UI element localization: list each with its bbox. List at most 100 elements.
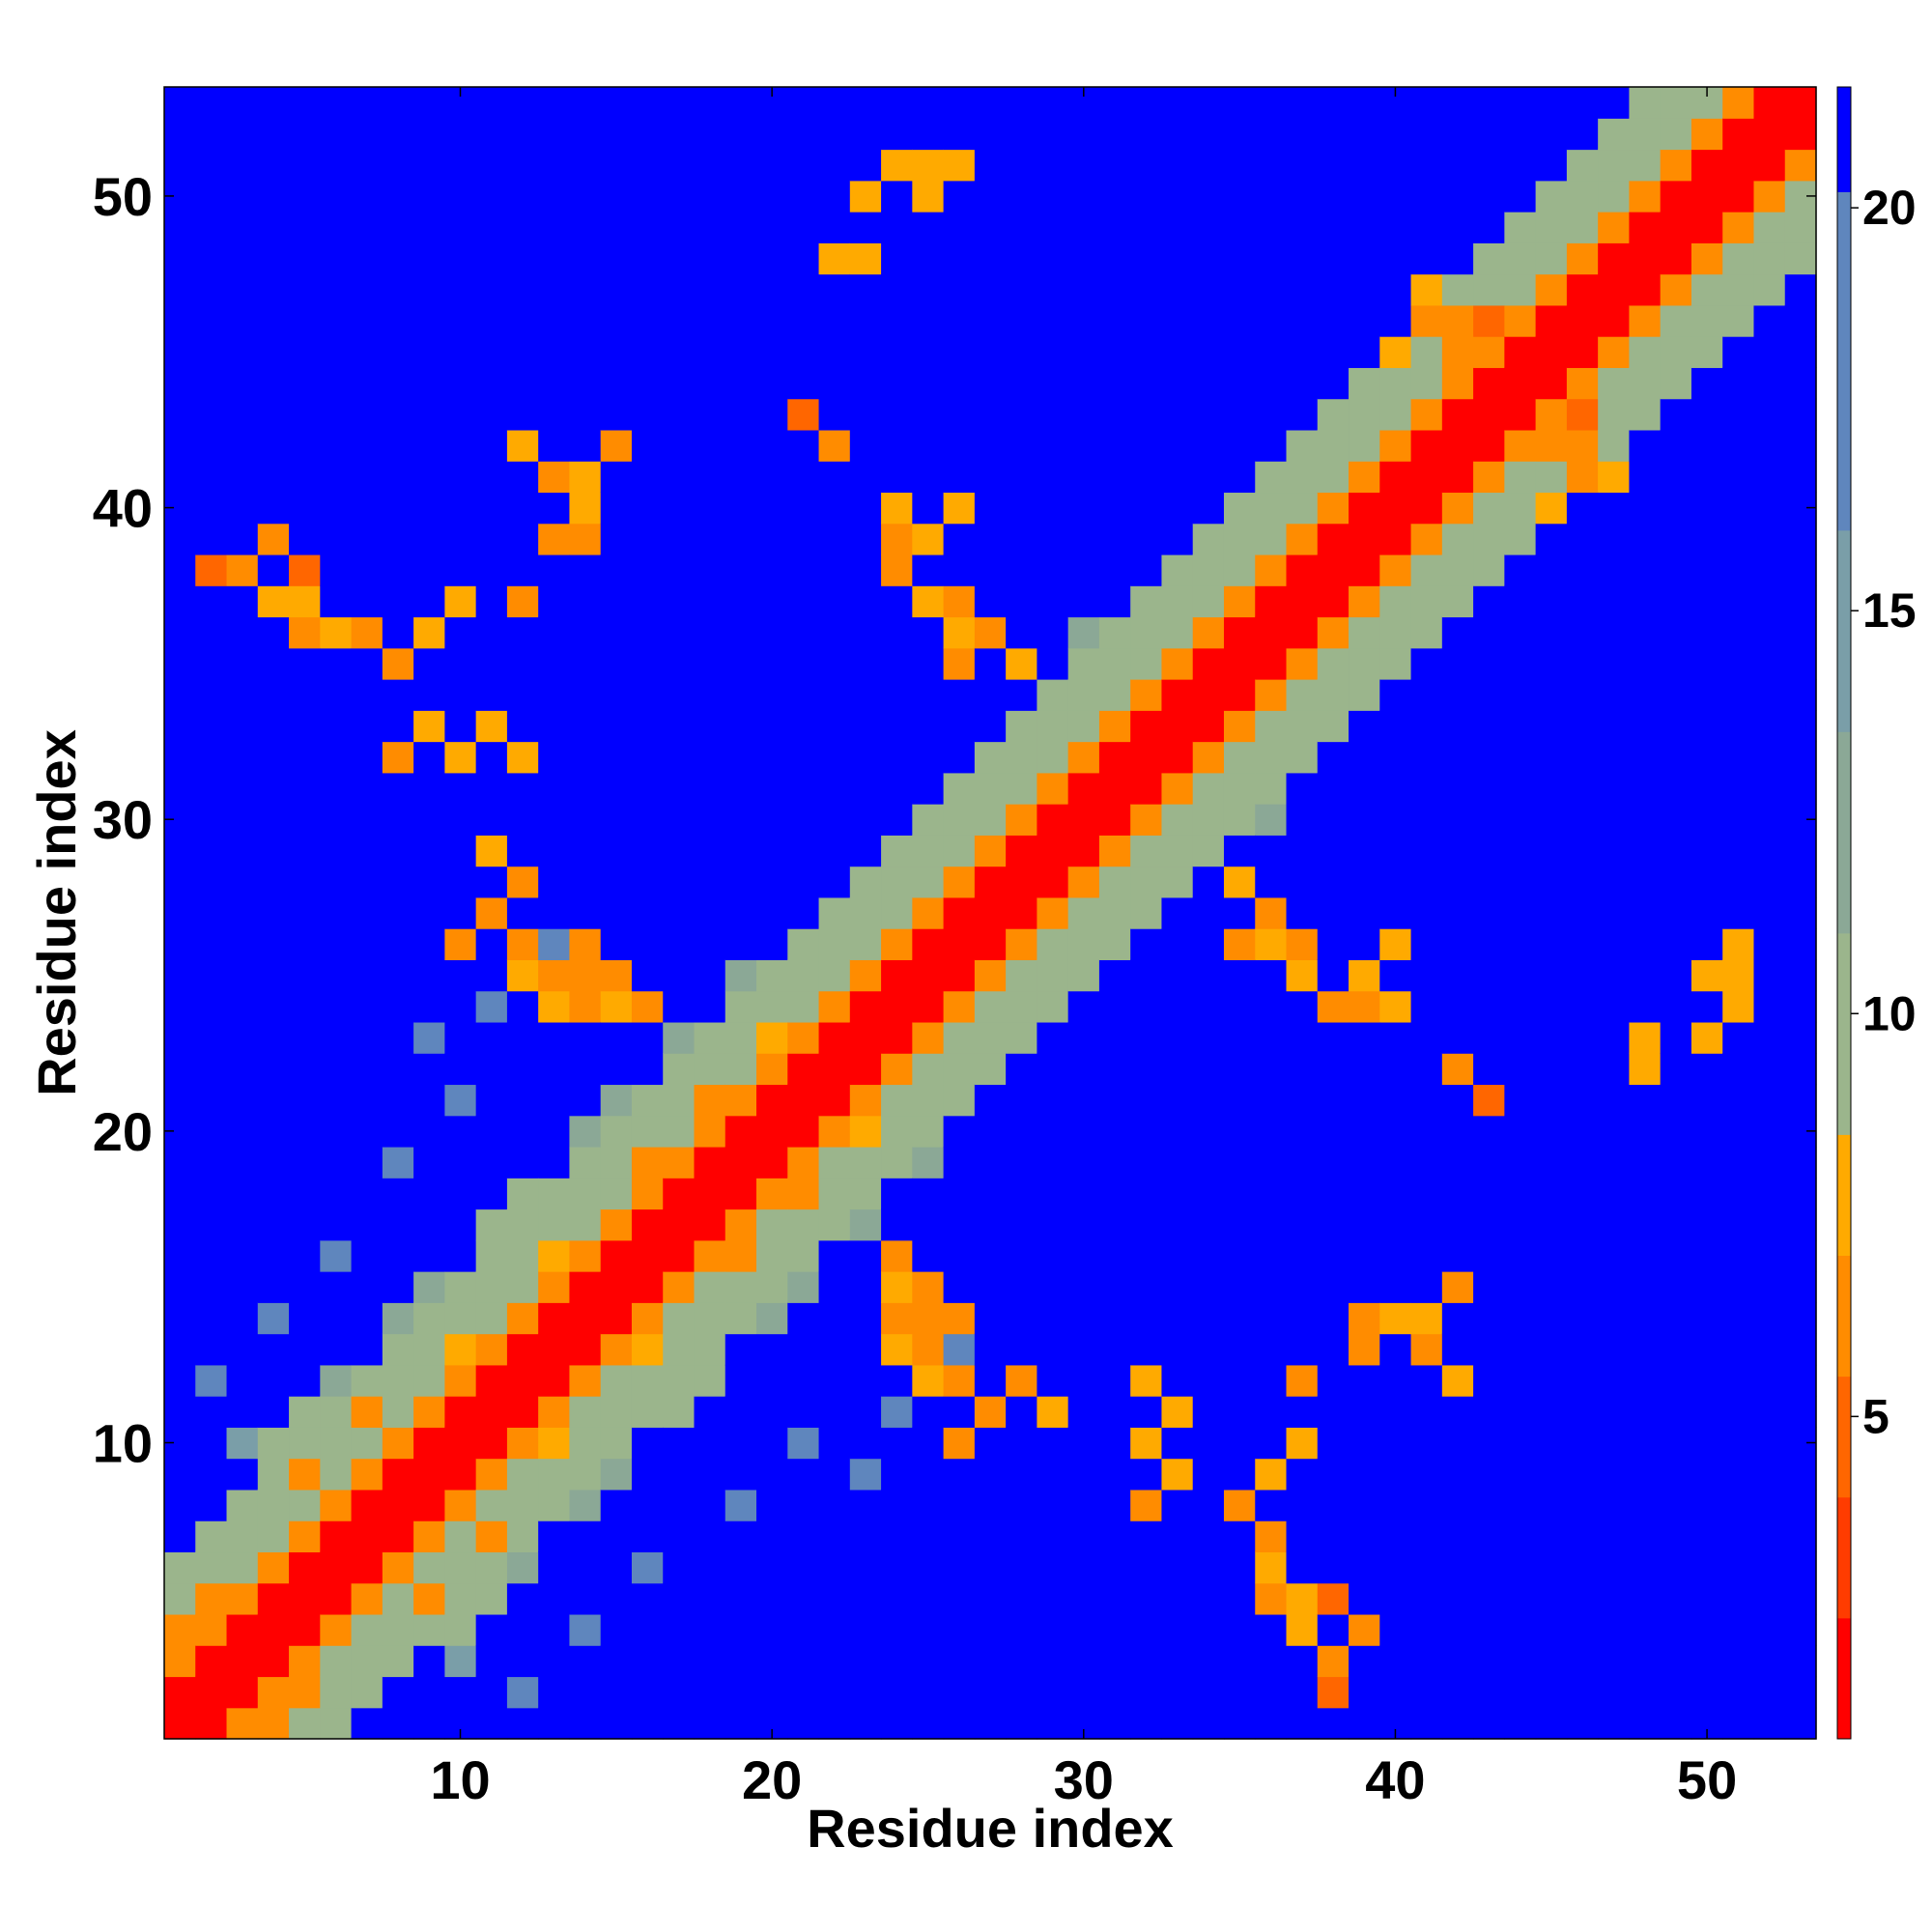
heatmap-cell: [724, 1676, 757, 1709]
heatmap-cell: [943, 585, 976, 618]
heatmap-cell: [475, 1208, 508, 1241]
heatmap-cell: [1753, 1396, 1786, 1428]
heatmap-cell: [1690, 1115, 1723, 1148]
heatmap-cell: [1784, 835, 1817, 867]
heatmap-cell: [1598, 1053, 1631, 1086]
heatmap-cell: [1535, 1053, 1568, 1086]
heatmap-cell: [444, 616, 477, 649]
heatmap-cell: [1223, 1178, 1256, 1210]
heatmap-cell: [974, 647, 1007, 680]
heatmap-cell: [289, 585, 321, 618]
heatmap-cell: [1379, 679, 1412, 711]
heatmap-cell: [756, 304, 788, 337]
heatmap-cell: [1690, 242, 1723, 275]
heatmap-cell: [320, 1208, 353, 1241]
heatmap-cell: [257, 959, 290, 992]
heatmap-cell: [1410, 336, 1443, 368]
heatmap-cell: [849, 1053, 882, 1086]
heatmap-cell: [1504, 1208, 1537, 1241]
heatmap-cell: [1037, 928, 1069, 960]
heatmap-cell: [475, 1613, 508, 1646]
heatmap-cell: [1067, 304, 1100, 337]
heatmap-cell: [1629, 1582, 1662, 1615]
heatmap-cell: [849, 1146, 882, 1179]
heatmap-cell: [631, 1333, 664, 1366]
heatmap-cell: [756, 1396, 788, 1428]
heatmap-cell: [943, 1489, 976, 1521]
heatmap-cell: [1130, 1364, 1163, 1397]
heatmap-cell: [1660, 928, 1692, 960]
heatmap-cell: [663, 1084, 696, 1117]
heatmap-cell: [1660, 804, 1692, 836]
heatmap-cell: [1286, 1333, 1319, 1366]
heatmap-cell: [1161, 1364, 1194, 1397]
heatmap-cell: [1473, 1302, 1505, 1335]
heatmap-cell: [724, 928, 757, 960]
heatmap-cell: [506, 585, 539, 618]
heatmap-cell: [1598, 1396, 1631, 1428]
heatmap-cell: [1566, 1645, 1599, 1678]
heatmap-cell: [1255, 304, 1288, 337]
heatmap-cell: [569, 429, 602, 462]
heatmap-cell: [1037, 1239, 1069, 1272]
heatmap-cell: [1223, 804, 1256, 836]
heatmap-cell: [912, 1239, 945, 1272]
heatmap-cell: [1349, 212, 1380, 243]
heatmap-cell: [320, 710, 353, 743]
heatmap-cell: [1566, 1364, 1599, 1397]
heatmap-cell: [506, 492, 539, 525]
heatmap-cell: [631, 1645, 664, 1678]
heatmap-cell: [444, 1645, 477, 1678]
heatmap-cell: [1660, 87, 1692, 119]
heatmap-cell: [1504, 1115, 1537, 1148]
heatmap-cell: [1379, 804, 1412, 836]
heatmap-cell: [1566, 1146, 1599, 1179]
heatmap-cell: [1223, 928, 1256, 960]
heatmap-cell: [444, 398, 477, 431]
heatmap-cell: [195, 336, 228, 368]
heatmap-cell: [1161, 990, 1194, 1023]
heatmap-cell: [1006, 1582, 1037, 1615]
heatmap-cell: [912, 118, 945, 151]
heatmap-cell: [1660, 461, 1692, 494]
heatmap-cell: [1161, 1676, 1194, 1709]
heatmap-cell: [1473, 1707, 1505, 1740]
heatmap-cell: [1535, 1551, 1568, 1584]
heatmap-cell: [226, 835, 259, 867]
heatmap-cell: [164, 1458, 196, 1491]
heatmap-cell: [1441, 1084, 1474, 1117]
heatmap-cell: [1098, 1707, 1131, 1740]
heatmap-cell: [1037, 1676, 1069, 1709]
heatmap-cell: [974, 1645, 1007, 1678]
heatmap-cell: [1535, 398, 1568, 431]
heatmap-cell: [257, 990, 290, 1023]
heatmap-cell: [289, 87, 321, 119]
heatmap-cell: [1535, 1676, 1568, 1709]
heatmap-cell: [1722, 647, 1755, 680]
heatmap-cell: [1410, 928, 1443, 960]
heatmap-cell: [351, 1458, 384, 1491]
heatmap-cell: [1067, 647, 1100, 680]
heatmap-cell: [1130, 585, 1163, 618]
heatmap-cell: [787, 180, 820, 213]
heatmap-cell: [226, 1676, 259, 1709]
heatmap-cell: [1349, 679, 1380, 711]
heatmap-cell: [1784, 1021, 1817, 1054]
heatmap-cell: [444, 1178, 477, 1210]
heatmap-cell: [1504, 1520, 1537, 1553]
heatmap-cell: [1473, 647, 1505, 680]
heatmap-cell: [663, 616, 696, 649]
heatmap-cell: [1722, 87, 1755, 119]
heatmap-cell: [475, 866, 508, 898]
heatmap-cell: [289, 1302, 321, 1335]
heatmap-cell: [1598, 554, 1631, 586]
heatmap-cell: [506, 461, 539, 494]
heatmap-cell: [1660, 1146, 1692, 1179]
heatmap-cell: [1784, 273, 1817, 306]
heatmap-cell: [1067, 1021, 1100, 1054]
heatmap-cell: [1598, 212, 1631, 243]
heatmap-cell: [1441, 1115, 1474, 1148]
heatmap-cell: [912, 1613, 945, 1646]
heatmap-cell: [506, 1520, 539, 1553]
heatmap-cell: [475, 616, 508, 649]
